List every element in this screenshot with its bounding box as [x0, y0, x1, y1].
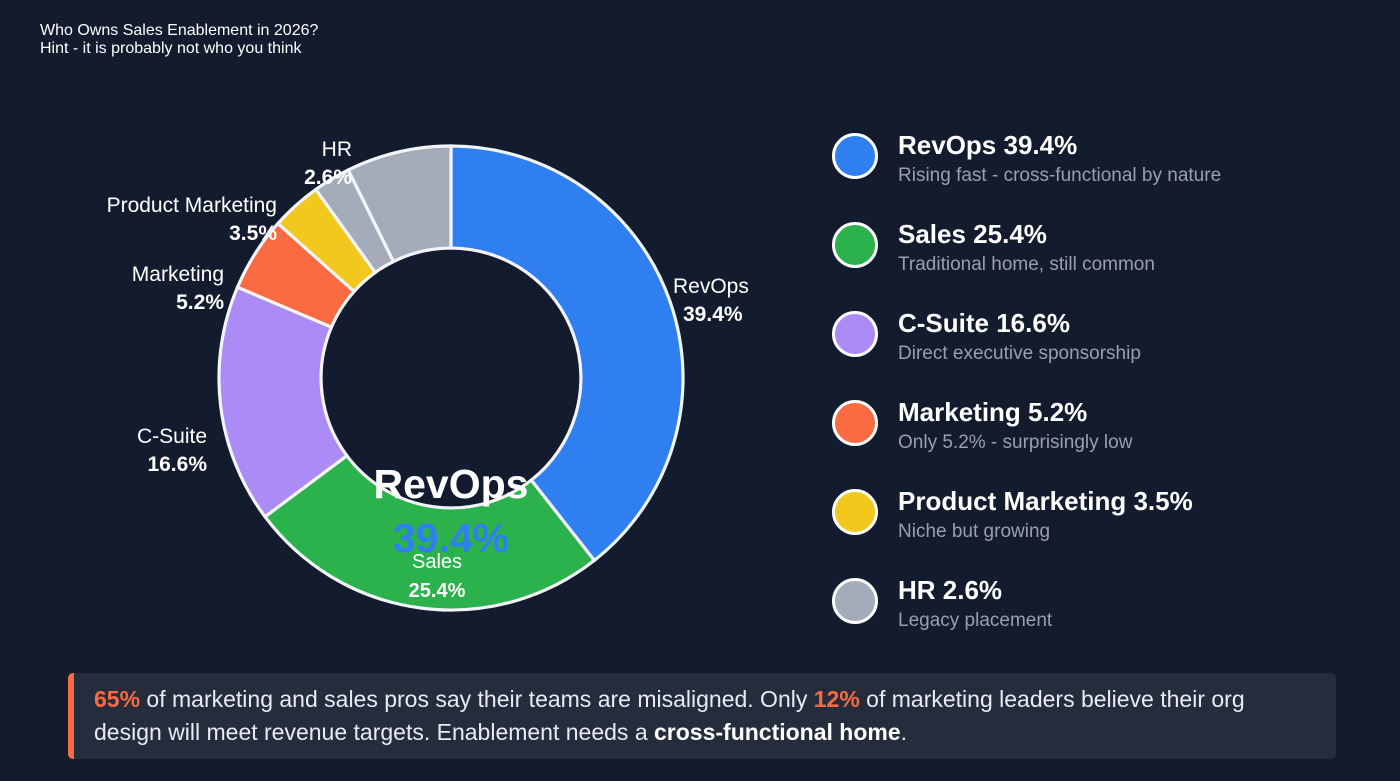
- legend-color-swatch-icon: [832, 133, 878, 179]
- legend-color-swatch-icon: [832, 578, 878, 624]
- footer-text-part2: of marketing leaders believe their org d…: [94, 686, 1245, 745]
- center-label-name: RevOps: [374, 461, 529, 507]
- legend-text-block: HR 2.6% Legacy placement: [898, 575, 1053, 632]
- callout-sales-name: Sales: [412, 551, 462, 573]
- legend-item-label: Sales 25.4%: [898, 219, 1047, 249]
- legend-item-label: HR 2.6%: [898, 575, 1003, 605]
- header: Who Owns Sales Enablement in 2026? Hint …: [40, 22, 940, 58]
- callout-sales-value: 25.4%: [409, 580, 466, 602]
- legend-item-label: Product Marketing 3.5%: [898, 486, 1193, 516]
- legend-color-swatch-icon: [832, 400, 878, 446]
- callout-csuite-name: C-Suite: [137, 425, 207, 448]
- legend-item[interactable]: HR 2.6% Legacy placement: [832, 575, 1372, 665]
- footer-callout-text: 65% of marketing and sales pros say thei…: [74, 683, 1336, 748]
- donut-slice[interactable]: [346, 144, 453, 264]
- legend-item-description: Only 5.2% - surprisingly low: [898, 432, 1133, 454]
- legend-item-description: Traditional home, still common: [898, 254, 1155, 276]
- callout-marketing-name: Marketing: [132, 263, 224, 286]
- legend-color-swatch-icon: [832, 222, 878, 268]
- donut-slice[interactable]: [217, 285, 350, 519]
- legend-text-block: RevOps 39.4% Rising fast - cross-function…: [898, 130, 1222, 187]
- callout-label-marketing: Marketing 5.2%: [132, 263, 225, 314]
- callout-label-revops: RevOps 39.4%: [673, 275, 749, 326]
- footer-text-part1: of marketing and sales pros say their te…: [140, 686, 814, 713]
- legend-color-swatch-icon: [832, 311, 878, 357]
- legend-item-description: Niche but growing: [898, 521, 1051, 543]
- donut-slice[interactable]: [262, 453, 597, 612]
- footer-emphasis: cross-functional home: [654, 719, 901, 745]
- legend-text-block: C-Suite 16.6% Direct executive sponsorshi…: [898, 308, 1141, 365]
- callout-hr-value: 2.6%: [304, 166, 352, 189]
- footer-stat-12: 12%: [813, 686, 860, 713]
- callout-product-marketing-name: Product Marketing: [107, 194, 277, 217]
- legend-item[interactable]: Marketing 5.2% Only 5.2% - surprisingly l…: [832, 397, 1372, 487]
- legend-text-block: Marketing 5.2% Only 5.2% - surprisingly l…: [898, 397, 1133, 454]
- callout-label-csuite: C-Suite 16.6%: [137, 425, 207, 476]
- callout-csuite-value: 16.6%: [147, 453, 207, 476]
- legend-text-block: Product Marketing 3.5% Niche but growing: [898, 486, 1193, 543]
- center-label-value: 39.4%: [393, 515, 509, 561]
- legend-item[interactable]: C-Suite 16.6% Direct executive sponsorshi…: [832, 308, 1372, 398]
- legend-item-description: Rising fast - cross-functional by nature: [898, 165, 1222, 187]
- donut-chart: RevOps 39.4% RevOps 39.4% Sales 25.4% C-…: [0, 120, 820, 660]
- legend-color-swatch-icon: [832, 489, 878, 535]
- donut-chart-svg: RevOps 39.4% RevOps 39.4% Sales 25.4% C-…: [107, 138, 749, 612]
- legend-item[interactable]: Sales 25.4% Traditional home, still commo…: [832, 219, 1372, 309]
- donut-slices: [217, 144, 685, 612]
- callout-revops-name: RevOps: [673, 275, 749, 298]
- footer-stat-65: 65%: [94, 686, 141, 713]
- callout-product-marketing-value: 3.5%: [229, 222, 277, 245]
- callout-hr-name: HR: [322, 138, 352, 161]
- donut-slice[interactable]: [449, 144, 685, 563]
- callout-label-sales: Sales 25.4%: [409, 551, 466, 602]
- legend-item-description: Direct executive sponsorship: [898, 343, 1141, 365]
- legend: RevOps 39.4% Rising fast - cross-function…: [832, 130, 1372, 665]
- footer-text-part3: .: [900, 719, 908, 745]
- legend-item-label: RevOps 39.4%: [898, 130, 1078, 160]
- legend-item-label: C-Suite 16.6%: [898, 308, 1070, 338]
- legend-item-description: Legacy placement: [898, 610, 1053, 632]
- legend-item-label: Marketing 5.2%: [898, 397, 1088, 427]
- page-subtitle: Hint - it is probably not who you think: [40, 40, 302, 57]
- footer-accent-bar: [68, 673, 74, 759]
- footer-callout: 65% of marketing and sales pros say thei…: [68, 673, 1336, 759]
- legend-text-block: Sales 25.4% Traditional home, still commo…: [898, 219, 1155, 276]
- callout-label-hr: HR 2.6%: [304, 138, 352, 189]
- callout-label-product-marketing: Product Marketing 3.5%: [107, 194, 278, 245]
- page-title: Who Owns Sales Enablement in 2026?: [40, 22, 319, 39]
- legend-item[interactable]: Product Marketing 3.5% Niche but growing: [832, 486, 1372, 576]
- callout-revops-value: 39.4%: [683, 303, 743, 326]
- callout-marketing-value: 5.2%: [176, 291, 224, 314]
- legend-item[interactable]: RevOps 39.4% Rising fast - cross-function…: [832, 130, 1372, 220]
